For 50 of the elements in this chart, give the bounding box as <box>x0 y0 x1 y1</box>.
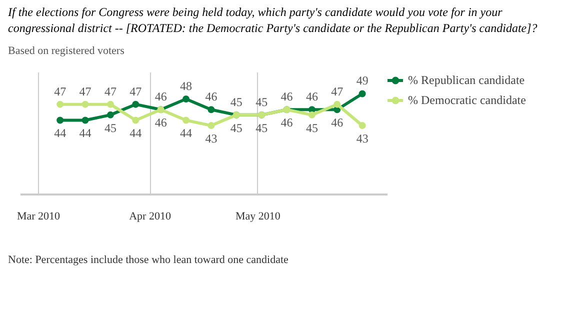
legend-label: % Democratic candidate <box>408 92 527 108</box>
data-label: 45 <box>104 120 116 135</box>
point <box>132 116 140 124</box>
data-label: 47 <box>331 84 344 98</box>
point <box>132 100 140 108</box>
data-label: 45 <box>306 120 318 135</box>
data-label: 45 <box>230 94 242 109</box>
point <box>82 100 89 108</box>
data-label: 46 <box>205 90 218 104</box>
point <box>82 116 89 124</box>
data-label: 47 <box>130 84 142 98</box>
point <box>334 100 341 108</box>
point <box>56 100 64 108</box>
point <box>182 96 190 103</box>
data-label: 44 <box>54 126 66 140</box>
data-label: 48 <box>180 79 192 94</box>
data-label: 43 <box>356 132 368 146</box>
data-label: 46 <box>154 90 167 104</box>
data-label: 46 <box>280 116 293 130</box>
point <box>106 111 114 118</box>
data-label: 47 <box>54 84 66 98</box>
data-label: 44 <box>180 126 192 140</box>
point <box>182 116 190 124</box>
point <box>308 111 316 118</box>
point <box>106 100 114 108</box>
chart-subtitle: Based on registered voters <box>8 44 124 59</box>
data-label: 45 <box>256 94 268 109</box>
data-label: 46 <box>331 116 344 130</box>
data-label: 47 <box>79 84 92 98</box>
point <box>208 106 215 114</box>
data-label: 45 <box>230 120 242 135</box>
chart-title: If the elections for Congress were being held today, which party's candidate would you vote for in your congressional district -- [ROTATED: the Democratic Party's candidate or the Republican Party's candidate]? <box>8 4 538 36</box>
data-label: 49 <box>356 74 368 88</box>
data-label: 46 <box>280 90 293 104</box>
x-tick-label: Mar 2010 <box>16 210 61 222</box>
data-label: 46 <box>306 90 318 104</box>
text: Note: Percentages include those who lean toward one candidate <box>8 253 288 268</box>
data-label: 46 <box>154 116 167 130</box>
point <box>56 116 64 124</box>
data-label: 43 <box>205 132 218 146</box>
x-tick-label: Apr 2010 <box>129 210 172 222</box>
x-tick-label: May 2010 <box>236 210 281 222</box>
data-label: 47 <box>104 84 116 98</box>
data-label: 45 <box>256 120 268 135</box>
data-label: 44 <box>130 126 142 140</box>
data-label: 44 <box>79 126 92 140</box>
legend-label: % Republican candidate <box>408 72 526 88</box>
point <box>358 90 366 98</box>
point <box>208 122 215 130</box>
point <box>358 122 366 130</box>
